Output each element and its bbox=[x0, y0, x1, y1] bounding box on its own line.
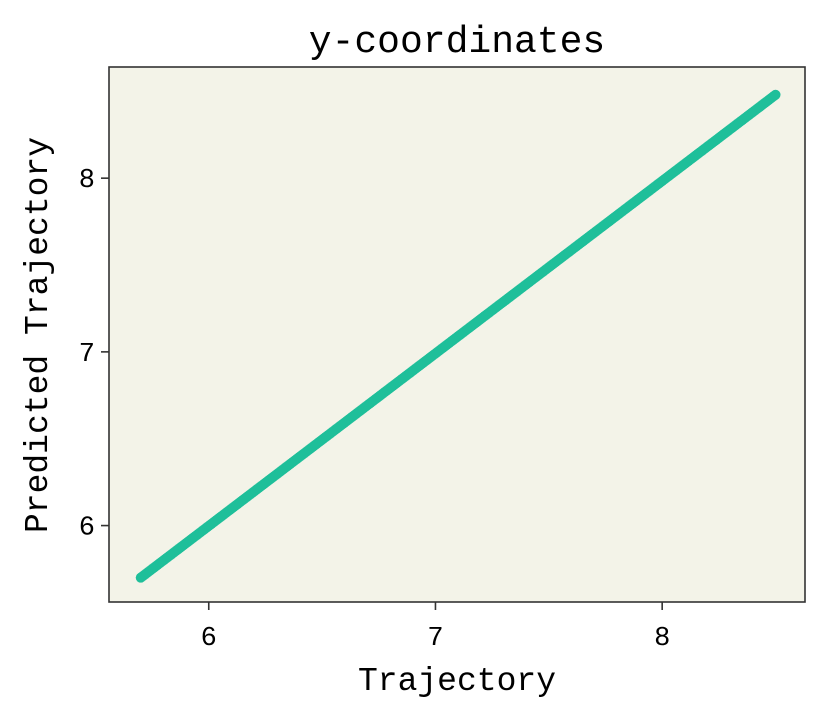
plot-frame bbox=[108, 66, 806, 603]
y-tick-label: 7 bbox=[79, 340, 95, 370]
x-tick-label: 6 bbox=[201, 624, 217, 654]
data-point bbox=[770, 89, 781, 100]
y-axis-label: Predicted Trajectory bbox=[20, 137, 57, 533]
y-tick-label: 6 bbox=[79, 514, 95, 544]
y-tick-label: 8 bbox=[79, 166, 95, 196]
x-tick-label: 7 bbox=[427, 624, 443, 654]
x-axis-ticks: 6 7 8 bbox=[201, 602, 670, 654]
data-points bbox=[135, 89, 781, 583]
y-axis-ticks: 6 7 8 bbox=[79, 166, 109, 544]
x-tick-label: 8 bbox=[654, 624, 670, 654]
x-axis-label: Trajectory bbox=[358, 663, 556, 700]
chart-title: y-coordinates bbox=[309, 21, 605, 64]
